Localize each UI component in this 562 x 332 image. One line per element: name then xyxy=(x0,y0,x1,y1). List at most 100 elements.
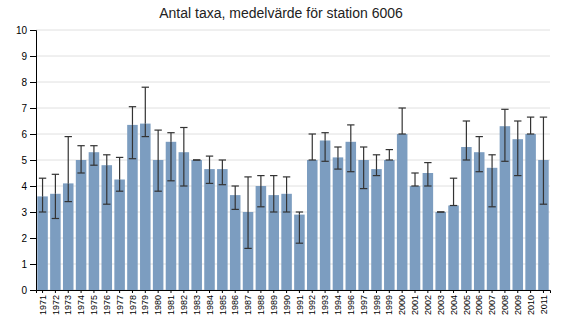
error-bar xyxy=(514,121,521,139)
grid-line xyxy=(36,264,550,265)
error-bar xyxy=(167,142,174,181)
tick: 6 xyxy=(21,129,36,140)
grid-line xyxy=(36,82,550,83)
grid xyxy=(36,30,550,290)
tick-mark xyxy=(427,290,428,293)
error-bar xyxy=(334,157,341,169)
error-bar xyxy=(360,160,367,189)
tick-mark xyxy=(466,290,467,293)
error-cap xyxy=(142,136,149,137)
error-line xyxy=(414,173,415,186)
error-line xyxy=(286,194,287,212)
grid-line xyxy=(36,160,550,161)
error-line xyxy=(183,152,184,186)
tick: 1982 xyxy=(179,290,189,315)
error-line xyxy=(466,147,467,160)
tick-mark xyxy=(30,56,36,57)
error-line xyxy=(80,146,81,160)
tick: 1987 xyxy=(243,290,253,315)
error-cap xyxy=(398,133,405,134)
error-line xyxy=(260,186,261,207)
error-line xyxy=(93,146,94,153)
error-cap xyxy=(103,204,110,205)
tick-mark xyxy=(196,290,197,293)
tick: 2010 xyxy=(526,290,536,315)
tick-mark xyxy=(415,290,416,293)
error-bar xyxy=(180,152,187,186)
y-axis: 012345678910 xyxy=(16,25,37,296)
error-line xyxy=(119,180,120,192)
error-line xyxy=(402,108,403,134)
error-bar xyxy=(488,168,495,207)
error-bar xyxy=(501,109,508,126)
tick-label: 1999 xyxy=(384,295,394,315)
error-line xyxy=(491,168,492,207)
tick: 1984 xyxy=(205,290,215,315)
error-bar xyxy=(527,134,534,135)
error-cap xyxy=(219,159,226,160)
bar xyxy=(474,152,485,290)
tick-label: 1982 xyxy=(179,295,189,315)
error-bar xyxy=(257,176,264,186)
axis-line xyxy=(37,291,551,294)
error-cap xyxy=(347,124,354,125)
error-cap xyxy=(167,132,174,133)
error-bar xyxy=(463,121,470,147)
error-bar xyxy=(476,152,483,172)
error-cap xyxy=(232,209,239,210)
error-cap xyxy=(154,130,161,131)
error-cap xyxy=(283,211,290,212)
error-bar xyxy=(450,178,457,205)
error-bar xyxy=(129,125,136,159)
error-line xyxy=(80,160,81,173)
error-cap xyxy=(501,109,508,110)
tick-mark xyxy=(260,290,261,293)
error-cap xyxy=(514,120,521,121)
error-cap xyxy=(129,158,136,159)
error-line xyxy=(222,169,223,185)
error-cap xyxy=(540,116,547,117)
error-bar xyxy=(283,194,290,212)
error-bar xyxy=(411,186,418,187)
error-bar xyxy=(296,215,303,244)
error-cap xyxy=(450,178,457,179)
error-cap xyxy=(270,211,277,212)
tick-mark xyxy=(81,290,82,293)
tick-label: 1992 xyxy=(307,295,317,315)
error-cap xyxy=(206,183,213,184)
error-bar xyxy=(206,156,213,169)
error-bar xyxy=(39,178,46,196)
tick-label: 1980 xyxy=(153,295,163,315)
bar xyxy=(397,134,408,290)
error-line xyxy=(106,155,107,165)
grid-line xyxy=(36,30,550,31)
error-cap xyxy=(373,175,380,176)
error-cap xyxy=(334,146,341,147)
error-line xyxy=(325,133,326,141)
error-cap xyxy=(540,204,547,205)
tick-label: 1988 xyxy=(256,295,266,315)
tick-label: 1976 xyxy=(102,295,112,315)
tick: 1989 xyxy=(269,290,279,315)
error-cap xyxy=(90,145,97,146)
error-bar xyxy=(244,212,251,248)
error-line xyxy=(119,157,120,179)
error-cap xyxy=(347,171,354,172)
error-cap xyxy=(488,206,495,207)
error-line xyxy=(145,87,146,123)
error-cap xyxy=(527,133,534,134)
tick-label: 1989 xyxy=(269,295,279,315)
tick-label: 1985 xyxy=(218,295,228,315)
error-cap xyxy=(411,172,418,173)
tick-label: 1990 xyxy=(282,295,292,315)
error-bar xyxy=(386,160,393,161)
tick-label: 2006 xyxy=(474,295,484,315)
error-cap xyxy=(360,146,367,147)
error-bar xyxy=(90,146,97,153)
error-cap xyxy=(219,184,226,185)
error-line xyxy=(55,194,56,219)
tick-label: 1978 xyxy=(128,295,138,315)
error-cap xyxy=(257,175,264,176)
error-cap xyxy=(463,159,470,160)
tick-label: 9 xyxy=(21,51,27,62)
